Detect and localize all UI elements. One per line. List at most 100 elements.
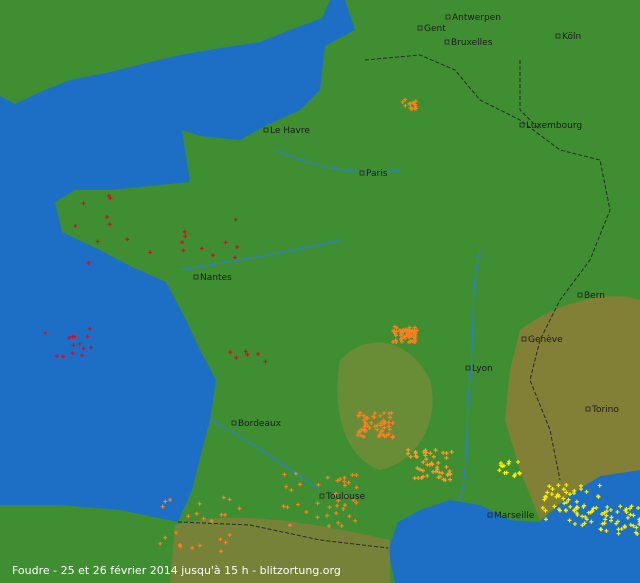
strike bbox=[550, 486, 555, 491]
strike bbox=[413, 451, 418, 456]
strike bbox=[568, 504, 573, 509]
strike bbox=[507, 459, 512, 464]
strike bbox=[418, 467, 422, 472]
strike bbox=[608, 507, 613, 512]
strike bbox=[558, 508, 563, 513]
strike bbox=[578, 483, 583, 488]
strike bbox=[564, 482, 569, 487]
strike bbox=[429, 461, 434, 466]
strike bbox=[218, 549, 223, 554]
strike bbox=[284, 484, 289, 489]
strike bbox=[219, 512, 224, 517]
strike bbox=[401, 334, 406, 339]
strike bbox=[79, 353, 84, 358]
strike bbox=[181, 248, 186, 253]
strike bbox=[406, 451, 411, 456]
strike bbox=[636, 506, 640, 511]
strike bbox=[379, 429, 384, 434]
city-marker bbox=[519, 122, 525, 128]
strike bbox=[393, 332, 398, 337]
strike bbox=[334, 491, 339, 496]
strike bbox=[71, 343, 76, 348]
strike bbox=[603, 517, 608, 522]
city-marker bbox=[577, 292, 583, 298]
strike bbox=[221, 495, 226, 500]
city-marker bbox=[487, 512, 493, 518]
strike bbox=[413, 331, 418, 336]
city-marker bbox=[417, 25, 423, 31]
city-label: Genève bbox=[528, 334, 563, 345]
strike bbox=[148, 250, 153, 255]
city-marker bbox=[445, 14, 451, 20]
strike bbox=[412, 328, 417, 333]
strike bbox=[436, 460, 441, 465]
city-label: Köln bbox=[562, 32, 581, 42]
strike bbox=[421, 460, 426, 465]
strike bbox=[423, 453, 428, 458]
city-label: Bern bbox=[584, 291, 605, 301]
strike bbox=[362, 427, 367, 432]
strike bbox=[87, 326, 92, 331]
cities: Antwerpen Gent Bruxelles Köln Le Havre Paris L… bbox=[193, 13, 619, 521]
strike bbox=[327, 524, 332, 529]
strike bbox=[382, 411, 387, 416]
city-label: Gent bbox=[424, 24, 446, 34]
strike bbox=[72, 334, 77, 339]
strike bbox=[547, 484, 552, 489]
strike bbox=[227, 532, 232, 537]
strike bbox=[582, 521, 587, 526]
strike bbox=[419, 475, 424, 480]
strike bbox=[629, 504, 634, 509]
strike bbox=[390, 435, 395, 440]
strike bbox=[400, 99, 405, 104]
strike bbox=[408, 454, 413, 459]
strike bbox=[403, 103, 408, 108]
city-marker bbox=[585, 406, 591, 412]
strike bbox=[425, 462, 430, 467]
strike bbox=[194, 511, 199, 516]
strike bbox=[425, 473, 430, 478]
strike bbox=[635, 531, 640, 536]
strike bbox=[339, 523, 344, 528]
england bbox=[0, 0, 330, 104]
caption: Foudre - 25 et 26 février 2014 jusqu'à 1… bbox=[12, 564, 341, 577]
strike bbox=[627, 506, 632, 511]
strike bbox=[234, 355, 239, 360]
strike bbox=[378, 413, 383, 418]
river bbox=[179, 239, 341, 271]
strike bbox=[107, 222, 112, 227]
rivers bbox=[179, 149, 481, 501]
strike bbox=[540, 505, 545, 510]
strike bbox=[562, 501, 567, 506]
strike bbox=[334, 503, 339, 508]
city-label: Luxembourg bbox=[526, 121, 582, 131]
strike bbox=[235, 245, 240, 250]
strike bbox=[77, 341, 82, 346]
strike bbox=[223, 540, 228, 545]
city-label: Torino bbox=[591, 405, 619, 415]
strike bbox=[572, 521, 577, 526]
strike bbox=[572, 508, 577, 513]
border bbox=[177, 521, 389, 549]
strike bbox=[341, 506, 346, 511]
strike bbox=[604, 528, 609, 533]
strike bbox=[361, 413, 366, 418]
strike bbox=[354, 473, 359, 478]
strike bbox=[614, 521, 619, 526]
strike bbox=[104, 215, 109, 220]
strike bbox=[634, 525, 639, 530]
strike bbox=[398, 331, 403, 336]
massif-central bbox=[337, 342, 433, 470]
strike bbox=[361, 434, 366, 439]
strike bbox=[600, 512, 605, 517]
strike bbox=[70, 351, 75, 356]
strike bbox=[67, 335, 72, 340]
strike bbox=[372, 411, 377, 416]
strike bbox=[223, 512, 228, 517]
border bbox=[364, 54, 611, 481]
strike bbox=[293, 471, 298, 476]
strike bbox=[178, 544, 183, 549]
strike bbox=[371, 414, 376, 419]
strike bbox=[336, 498, 341, 503]
strike bbox=[54, 354, 59, 359]
